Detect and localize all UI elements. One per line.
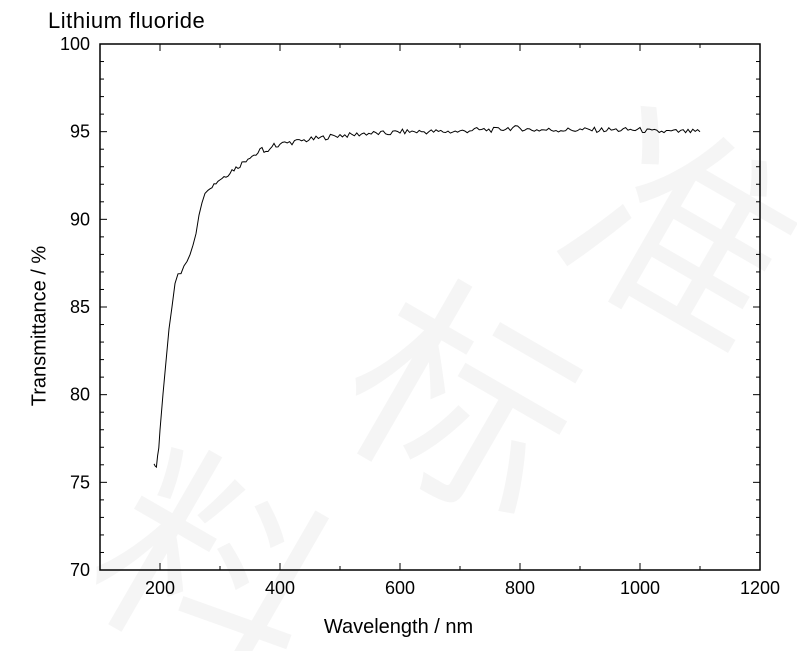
y-tick-label: 100: [60, 34, 90, 54]
y-axis-label-container: Transmittance / %: [10, 0, 30, 651]
x-tick-label: 1200: [740, 578, 780, 598]
x-axis-label: Wavelength / nm: [0, 616, 797, 639]
transmittance-series: [154, 126, 700, 467]
x-tick-label: 800: [505, 578, 535, 598]
transmittance-chart: 200 400 600 800 1000 1200 70 75 80 85 90 95 100: [0, 0, 797, 651]
y-tick-label: 85: [70, 297, 90, 317]
y-tick-label: 80: [70, 385, 90, 405]
y-tick-label: 95: [70, 122, 90, 142]
plot-frame: [100, 44, 760, 570]
x-tick-label: 400: [265, 578, 295, 598]
x-tick-label: 200: [145, 578, 175, 598]
y-tick-label: 70: [70, 560, 90, 580]
y-tick-label: 90: [70, 209, 90, 229]
x-tick-label: 600: [385, 578, 415, 598]
plot-wrapper: 200 400 600 800 1000 1200 70 75 80 85 90 95 100: [0, 0, 797, 651]
y-tick-label: 75: [70, 472, 90, 492]
x-tick-label: 1000: [620, 578, 660, 598]
y-axis-label: Transmittance / %: [29, 226, 52, 426]
